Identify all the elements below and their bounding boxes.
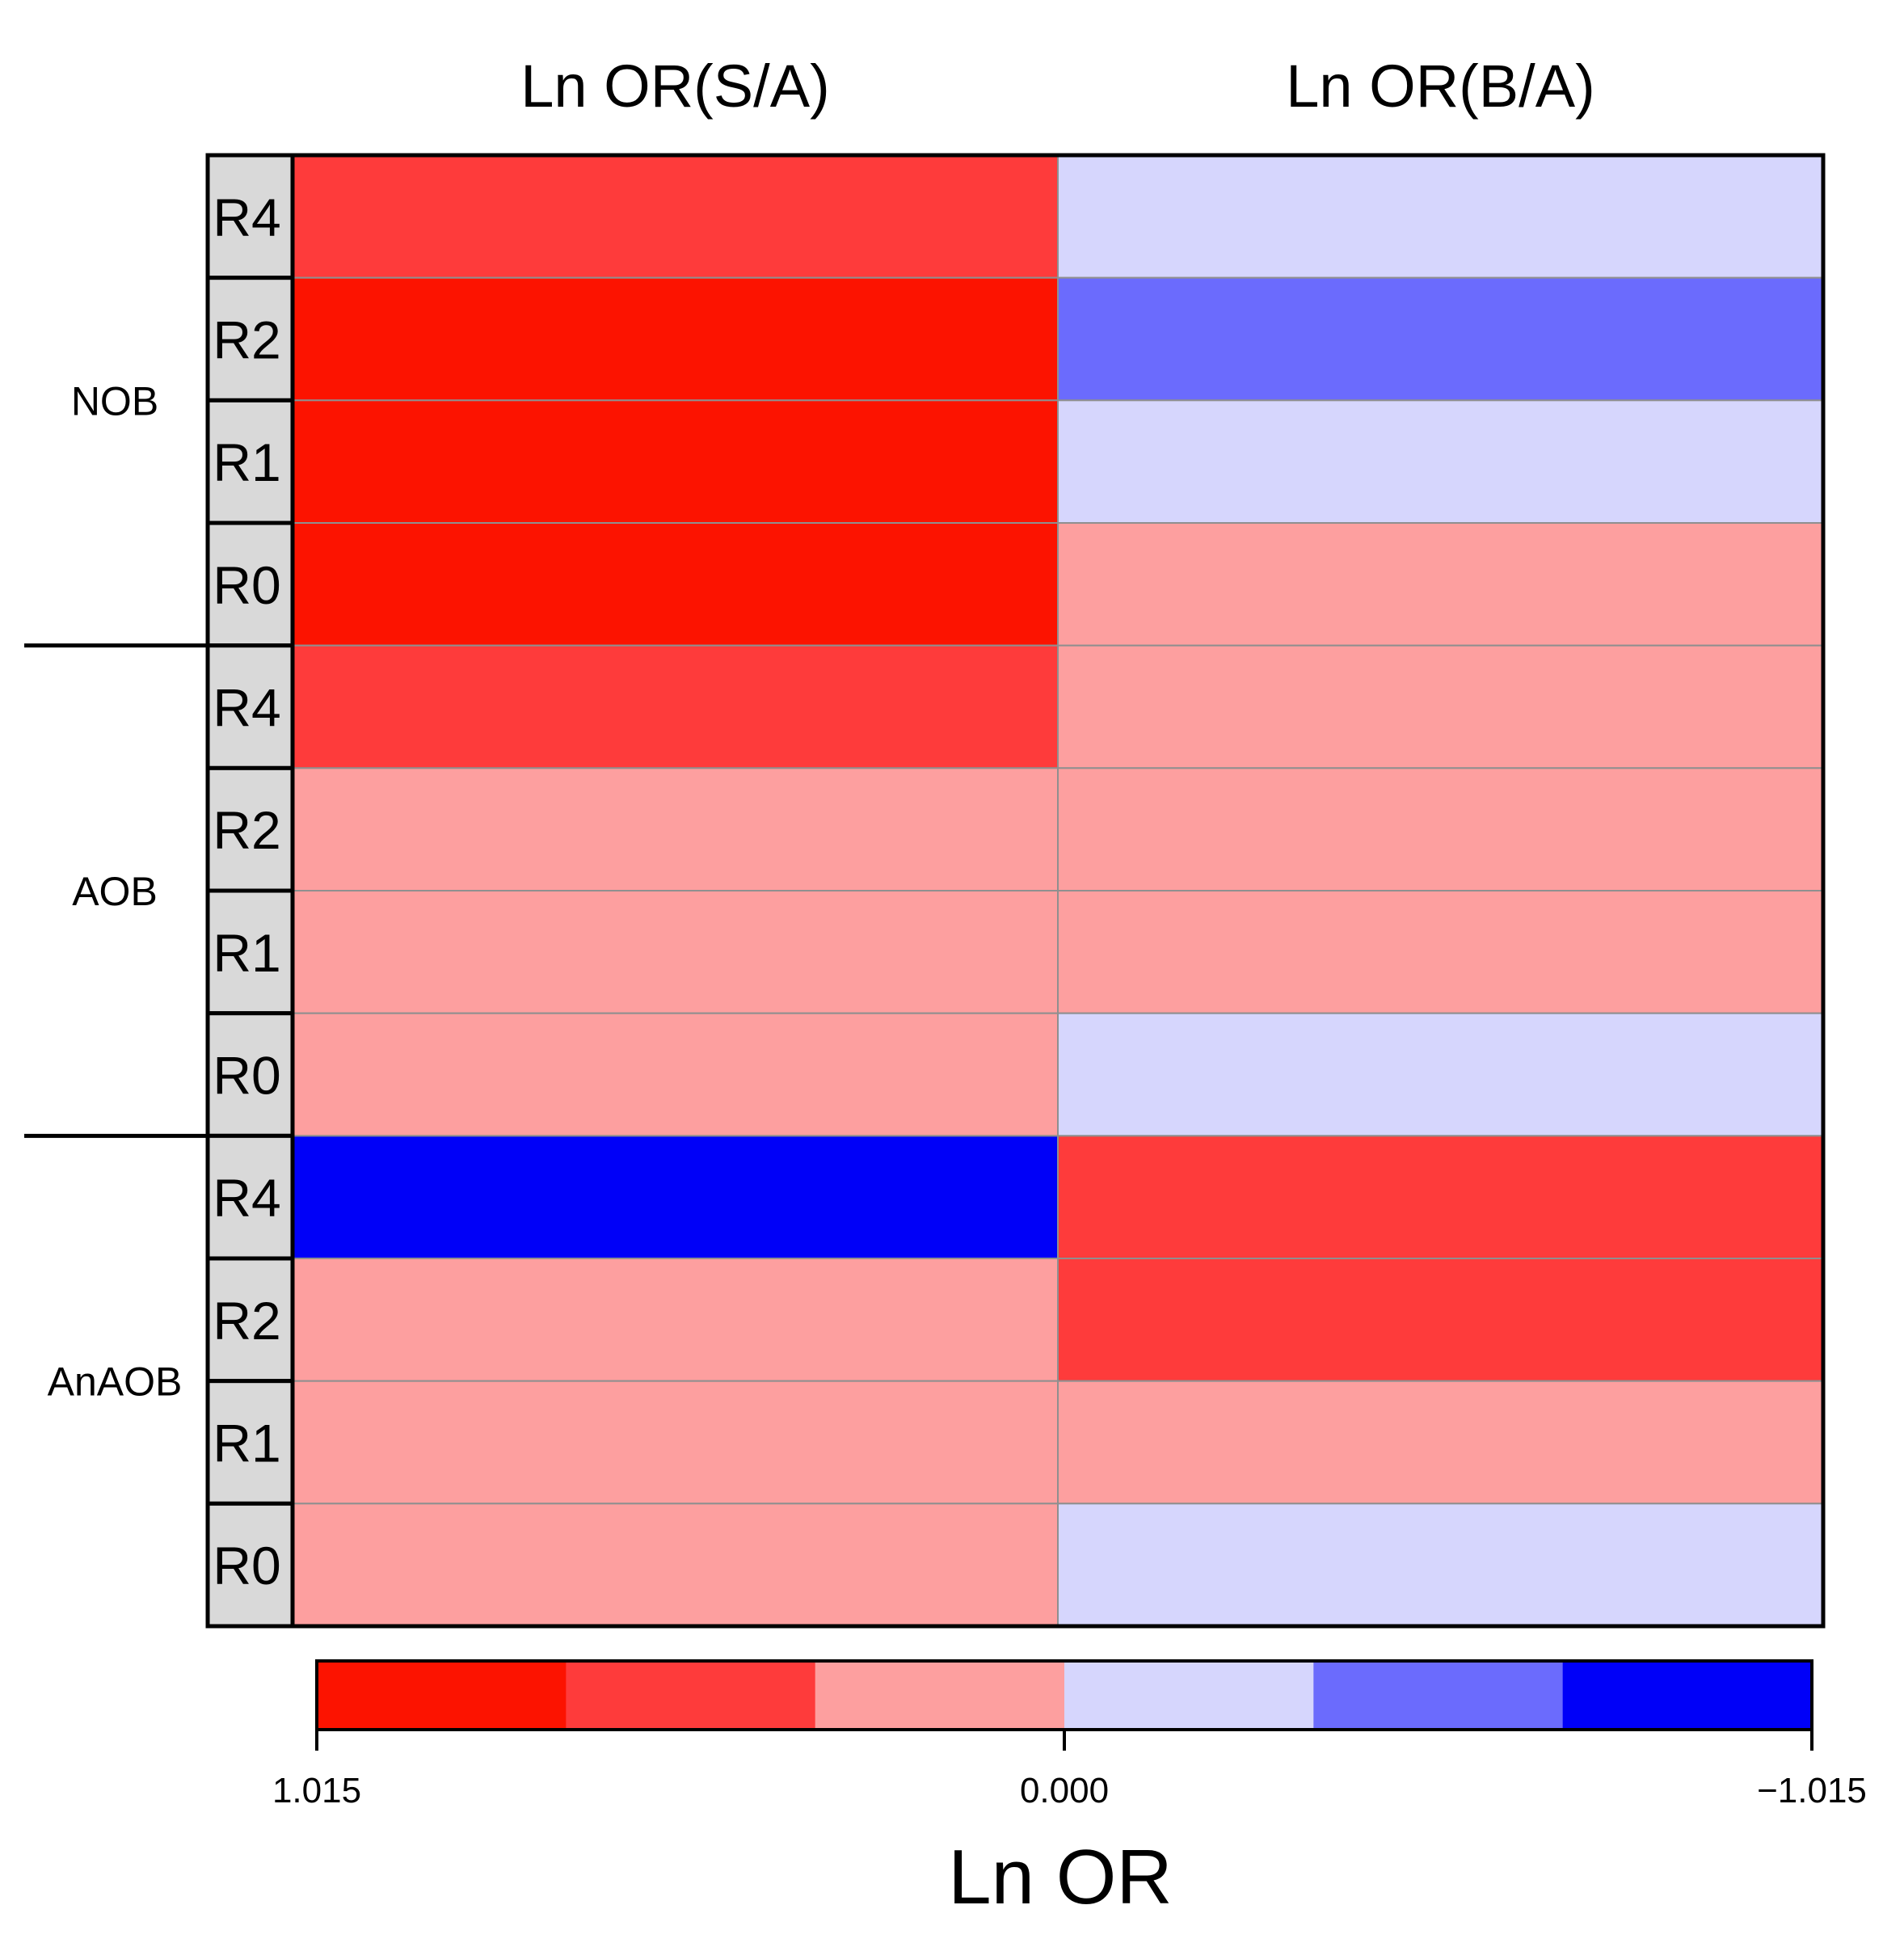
heatmap-cell (292, 890, 1059, 1014)
heatmap-cell (292, 399, 1059, 525)
colorbar-bin (1064, 1661, 1314, 1730)
heatmap-cell (1057, 399, 1824, 525)
heatmap-cell (292, 1258, 1059, 1382)
row-labels: R4 R2 R1 R0 R4 R2 R1 R0 R4 R2 R1 R0 (205, 153, 1826, 1629)
heatmap-cell (1057, 1012, 1824, 1137)
heatmap-cell (1057, 644, 1824, 769)
row-label: R0 (213, 1536, 280, 1595)
column-titles: Ln OR(S/A) Ln OR(B/A) (520, 53, 1594, 120)
colorbar-tick-label: 0.000 (1020, 1771, 1109, 1810)
heatmap-cell (292, 1012, 1059, 1137)
colorbar-bin (815, 1661, 1065, 1730)
row-label: R4 (213, 678, 280, 738)
row-label: R2 (213, 1291, 280, 1351)
heatmap-cell (292, 767, 1059, 891)
heatmap-cell (292, 644, 1059, 769)
row-label-box (205, 1501, 295, 1629)
heatmap-cell (1057, 890, 1824, 1014)
group-labels: NOB AOB AnAOB (24, 378, 208, 1405)
row-label: R1 (213, 1414, 280, 1473)
colorbar-title: Ln OR (948, 1834, 1172, 1920)
heatmap-cell (1057, 1258, 1824, 1382)
heatmap-cell (1057, 522, 1824, 647)
row-label: R0 (213, 1046, 280, 1106)
colorbar-tick-label: −1.015 (1757, 1771, 1867, 1810)
panel-border (205, 153, 1826, 1629)
row-label: R4 (213, 1168, 280, 1228)
colorbar-bin (1562, 1661, 1813, 1730)
row-label-box (205, 888, 295, 1016)
colorbar-tick-label: 1.015 (272, 1771, 361, 1810)
heatmap-cell (1057, 1135, 1824, 1260)
row-label: R2 (213, 310, 280, 370)
row-label: R2 (213, 800, 280, 860)
heatmap-cell (292, 1380, 1059, 1505)
heatmap-cell (292, 1135, 1059, 1260)
row-label-box (205, 1379, 295, 1506)
colorbar-bin (1313, 1661, 1564, 1730)
heatmap-cells (292, 154, 1824, 1628)
heatmap-cell (1057, 154, 1824, 279)
colorbar-bin (566, 1661, 816, 1730)
row-label: R1 (213, 432, 280, 492)
heatmap-cell (292, 276, 1059, 402)
row-label: R4 (213, 188, 280, 247)
heatmap-cell (292, 1503, 1059, 1628)
heatmap-cell (292, 522, 1059, 647)
heatmap-cell (1057, 1503, 1824, 1628)
column-title: Ln OR(B/A) (1286, 53, 1594, 120)
heatmap-cell (292, 154, 1059, 279)
group-label: AnAOB (48, 1359, 183, 1405)
heatmap-cell (1057, 1380, 1824, 1505)
row-label: R0 (213, 555, 280, 615)
colorbar-bin (317, 1661, 567, 1730)
heatmap-cell (1057, 767, 1824, 891)
group-label: AOB (72, 869, 158, 914)
column-title: Ln OR(S/A) (520, 53, 829, 120)
group-label: NOB (71, 378, 158, 424)
row-label-box (205, 276, 295, 403)
row-label-box (205, 398, 295, 525)
row-label: R1 (213, 923, 280, 983)
colorbar: 1.015 0.000 −1.015 (272, 1659, 1867, 1810)
heatmap-cell (1057, 276, 1824, 402)
